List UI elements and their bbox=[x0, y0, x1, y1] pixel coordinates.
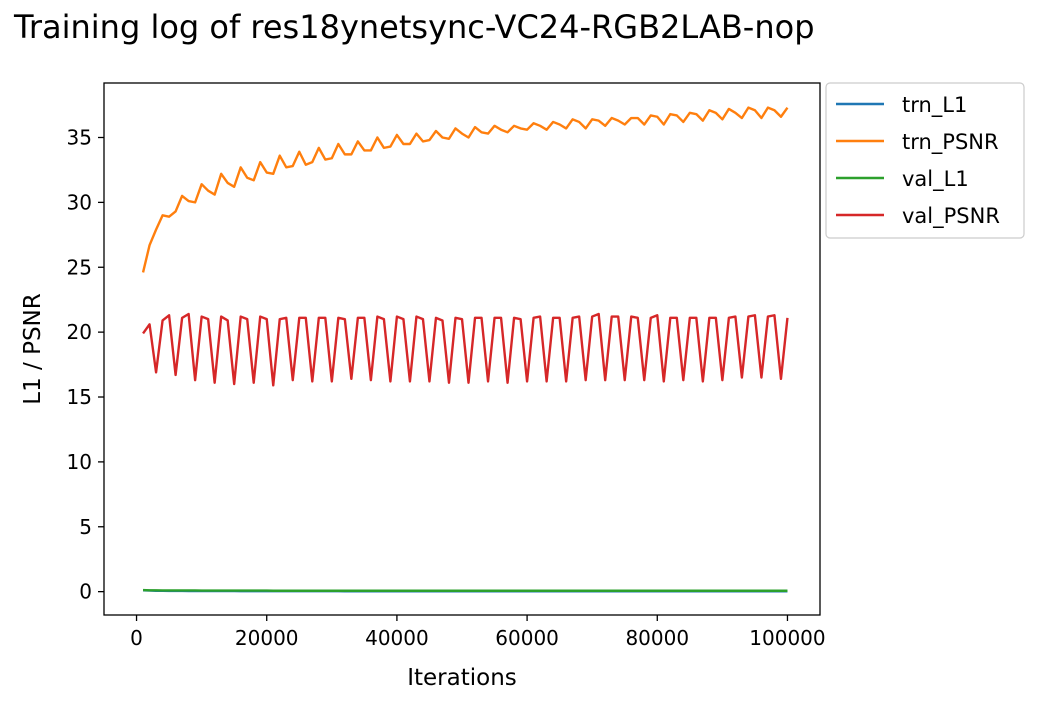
y-tick-label: 10 bbox=[67, 450, 92, 474]
series-line-val-psnr bbox=[142, 312, 789, 387]
legend: trn_L1 trn_PSNR val_L1 val_PSNR bbox=[825, 82, 1025, 239]
axes-frame bbox=[103, 82, 821, 616]
series-line-trn-psnr bbox=[141, 106, 789, 273]
y-tick-label: 0 bbox=[79, 580, 92, 604]
legend-label: val_PSNR bbox=[902, 204, 1000, 229]
legend-box bbox=[825, 82, 1025, 239]
x-tick-label: 0 bbox=[130, 626, 143, 650]
x-tick-label: 100000 bbox=[749, 626, 825, 650]
chart-title: Training log of res18ynetsync-VC24-RGB2L… bbox=[14, 8, 815, 46]
axis-ticks: 0 20000 40000 60000 80000 100000 0 5 10 15 20 25 30 3… bbox=[67, 125, 826, 650]
x-tick-label: 80000 bbox=[625, 626, 689, 650]
y-axis-label: L1 / PSNR bbox=[20, 293, 46, 404]
plot-area bbox=[141, 106, 789, 593]
legend-label: trn_L1 bbox=[902, 93, 967, 118]
x-tick-label: 60000 bbox=[495, 626, 559, 650]
y-tick-label: 30 bbox=[67, 190, 92, 214]
series-line-val-l1 bbox=[143, 588, 788, 592]
y-tick-label: 5 bbox=[79, 515, 92, 539]
y-tick-label: 20 bbox=[67, 320, 92, 344]
y-tick-label: 15 bbox=[67, 385, 92, 409]
x-axis-label: Iterations bbox=[407, 665, 517, 691]
x-tick-label: 20000 bbox=[235, 626, 299, 650]
y-tick-label: 25 bbox=[67, 255, 92, 279]
y-tick-label: 35 bbox=[67, 125, 92, 149]
legend-label: trn_PSNR bbox=[902, 130, 999, 155]
legend-label: val_L1 bbox=[902, 167, 969, 192]
x-tick-label: 40000 bbox=[365, 626, 429, 650]
